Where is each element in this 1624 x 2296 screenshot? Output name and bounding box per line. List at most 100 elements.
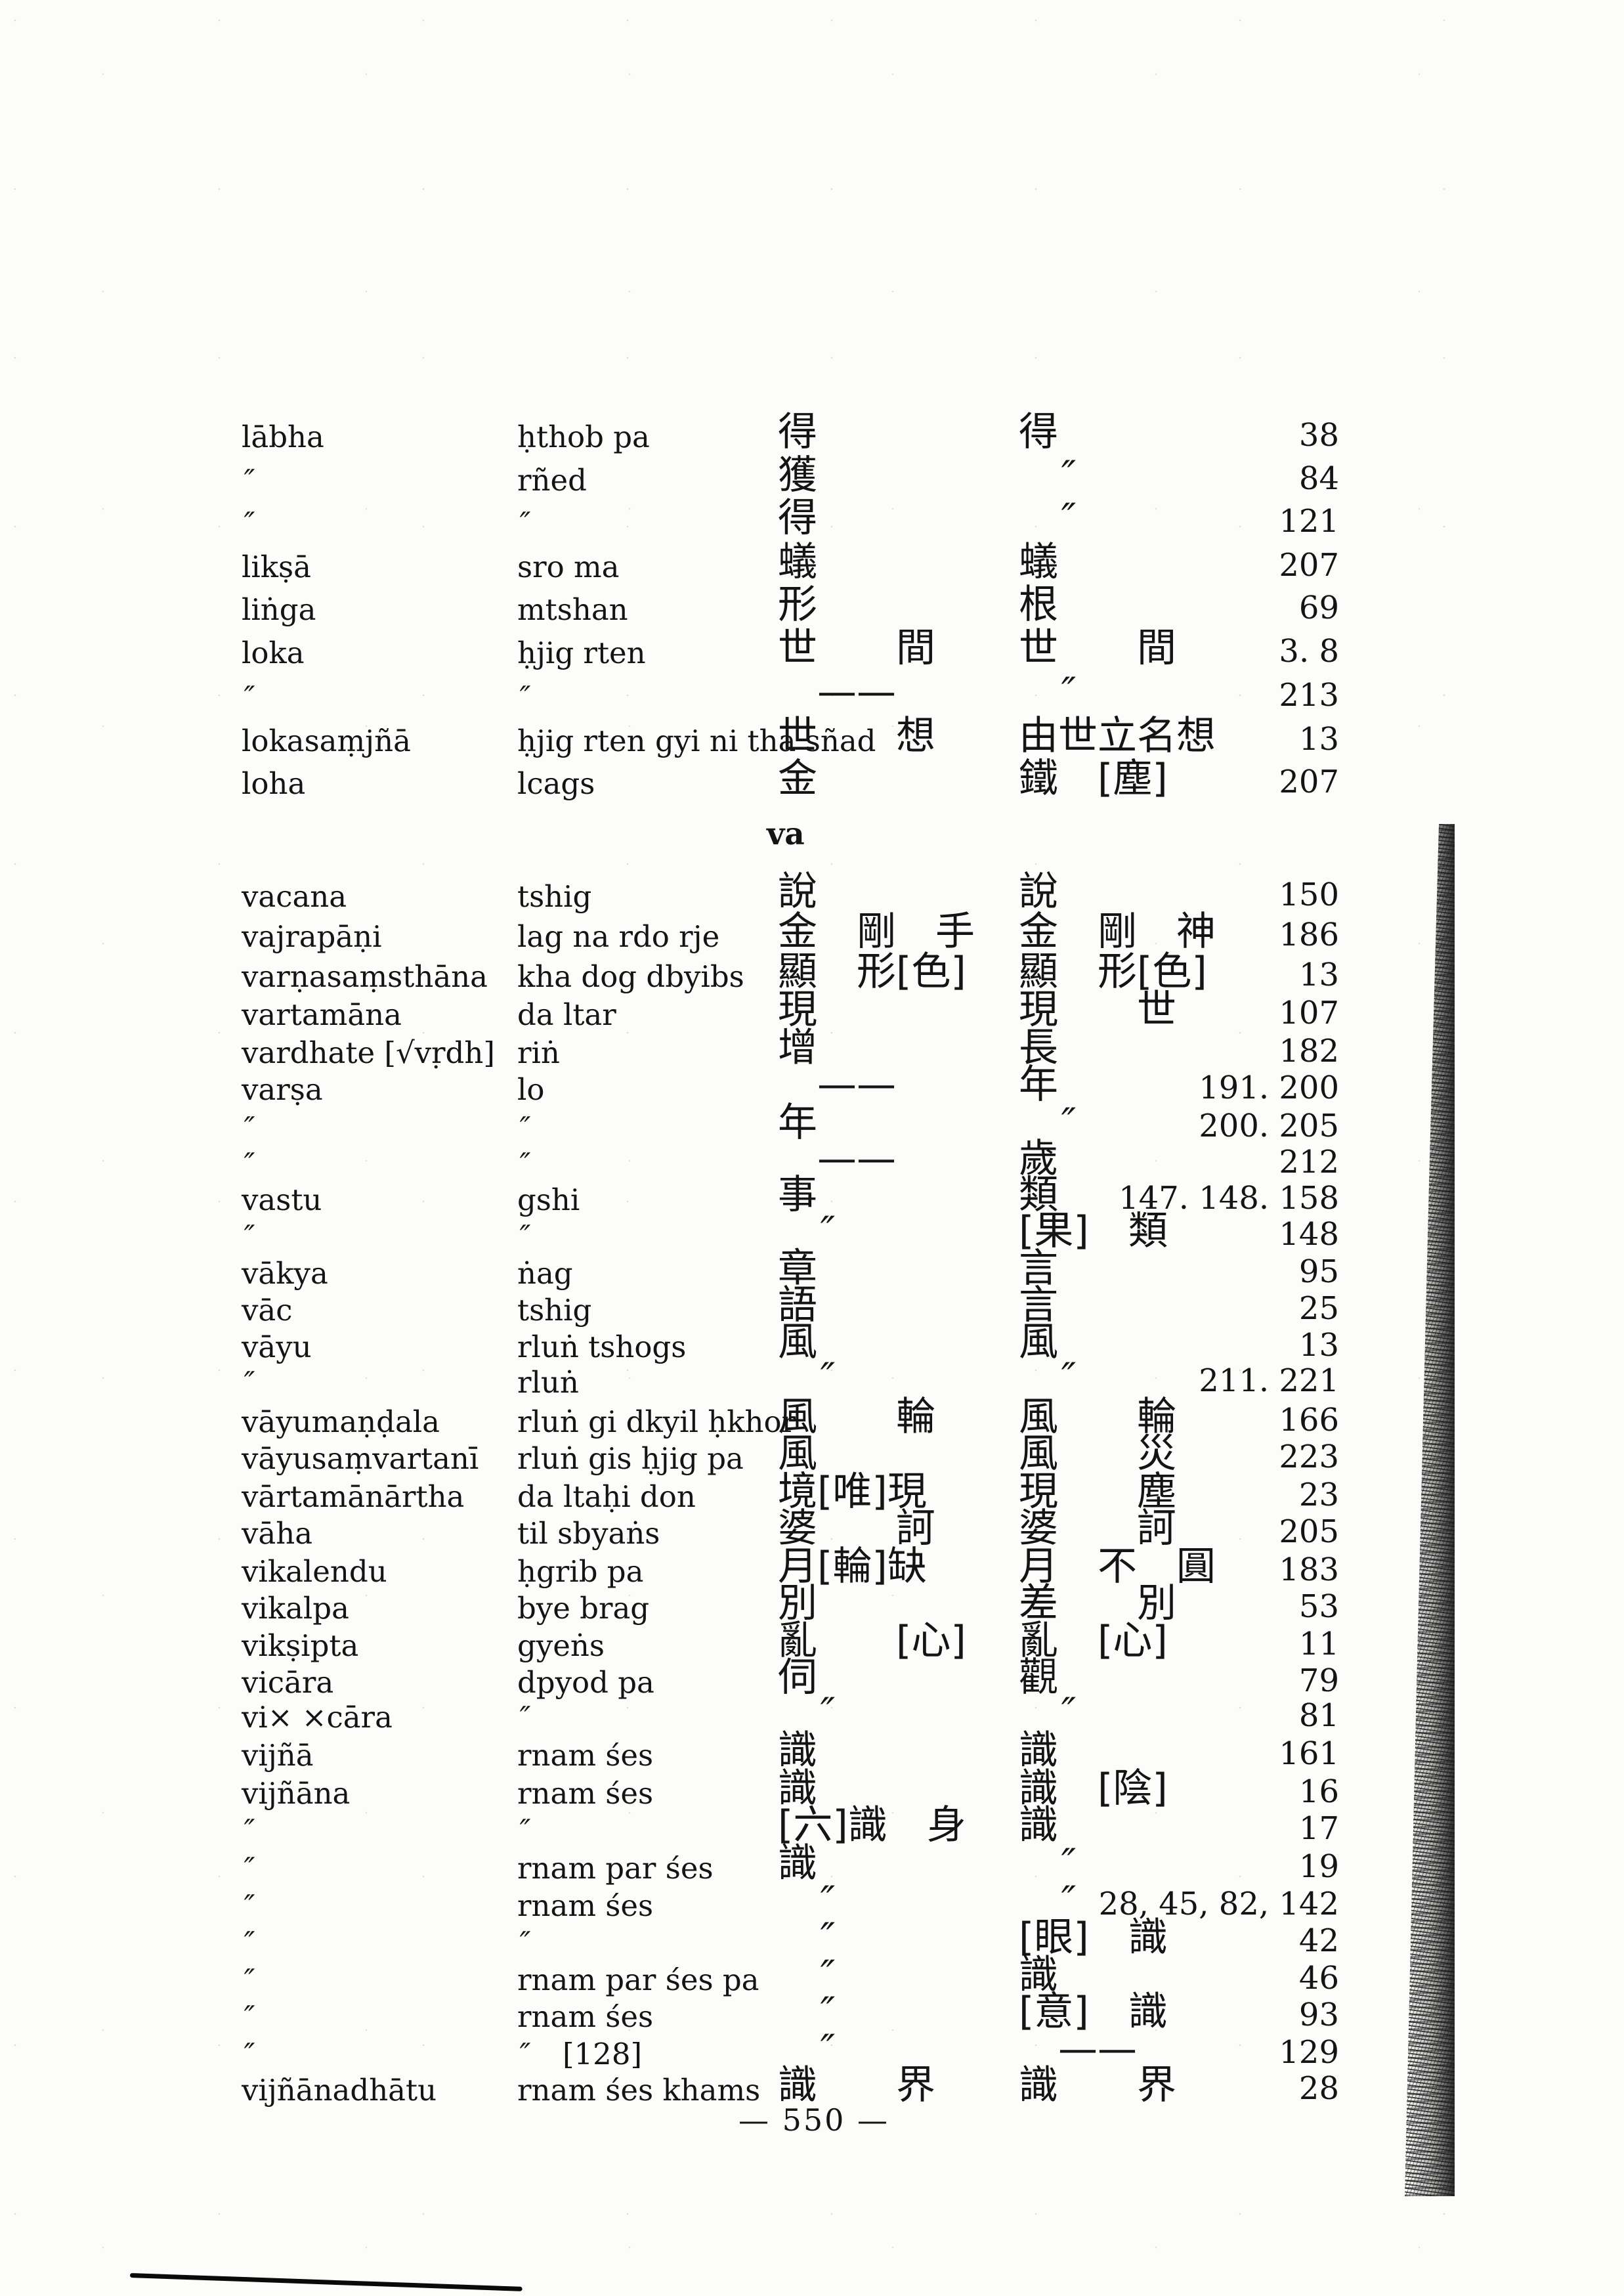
chinese-translation-2: 現塵 — [1019, 1469, 1176, 1515]
table-row: vārtamānārtha da ltaḥi don 境[唯]現 現塵 23 — [0, 1472, 1624, 1527]
tibetan-term: rnam śes — [517, 1888, 654, 1923]
tibetan-term: ḥgrib pa — [517, 1554, 644, 1589]
chinese-translation-1: 增 — [778, 1025, 817, 1071]
chinese-translation-1: 世想 — [778, 713, 935, 759]
table-row: vāyu rluṅ tshogs 風 風 13 — [0, 1322, 1624, 1377]
sanskrit-term: ″ — [244, 1851, 255, 1886]
page-numbers: 205 — [1279, 1513, 1339, 1550]
tibetan-term: ″ — [519, 1146, 531, 1181]
chinese-translation-1: 別 — [778, 1580, 817, 1626]
chinese-translation-2: ″ — [1061, 1840, 1077, 1886]
tibetan-term: bye brag — [517, 1591, 650, 1626]
table-row: ″ rluṅ ″ ″ 211. 221 — [0, 1358, 1624, 1413]
sanskrit-term: lābha — [242, 420, 324, 454]
tibetan-term: gshi — [517, 1182, 580, 1217]
tibetan-term: gyeṅs — [517, 1628, 605, 1663]
sanskrit-term: ″ — [244, 1962, 255, 1997]
sanskrit-term: vāyumaṇḍala — [242, 1404, 440, 1439]
tibetan-term: ḥjig rten — [517, 636, 646, 670]
tibetan-term: rñed — [517, 463, 587, 498]
sanskrit-term: vijñānadhātu — [242, 2073, 437, 2108]
chinese-translation-1: 現 — [778, 987, 817, 1033]
table-row: vijñāna rnam śes 識 識 [陰] 16 — [0, 1769, 1624, 1824]
tibetan-term: ḥjig rten gyi ni tha sñad — [517, 724, 876, 758]
sanskrit-term: liṅga — [242, 592, 316, 627]
chinese-translation-2: 蟻 — [1019, 539, 1058, 585]
chinese-translation-2: 鐵 [塵] — [1019, 756, 1168, 802]
page-numbers: 147. 148. 158 — [1119, 1180, 1339, 1217]
chinese-translation-2: 顯形[色] — [1019, 949, 1207, 995]
chinese-translation-2: 長 — [1019, 1025, 1058, 1071]
page-numbers: 186 — [1279, 917, 1339, 953]
tibetan-term: ″ — [519, 1110, 531, 1145]
page-numbers: 25 — [1298, 1290, 1339, 1327]
chinese-translation-2: 言 — [1019, 1282, 1058, 1328]
chinese-translation-1: —— — [817, 1136, 896, 1182]
chinese-translation-1: 伺 — [778, 1655, 817, 1700]
table-row: ″ rnam śes ″ ″ 28, 45, 82, 142 — [0, 1881, 1624, 1936]
chinese-translation-2: [眼] 識 — [1019, 1915, 1168, 1960]
table-row: ″ ″ ″ [眼] 識 42 — [0, 1918, 1624, 1973]
tibetan-term: ″ — [519, 506, 531, 540]
table-row: vajrapāṇi lag na rdo rje 金剛手 金剛神 186 — [0, 912, 1624, 967]
chinese-translation-1: 蟻 — [778, 539, 817, 585]
chinese-translation-1: 識 — [778, 1727, 817, 1773]
chinese-translation-1: 得 — [778, 409, 817, 455]
page-numbers: 213 — [1279, 677, 1339, 714]
sanskrit-term: ″ — [244, 1365, 255, 1400]
sanskrit-term: vāha — [242, 1516, 313, 1551]
tibetan-term: rnam par śes — [517, 1851, 714, 1886]
chinese-translation-1: ″ — [820, 1952, 836, 1998]
page-numbers: 53 — [1298, 1588, 1339, 1625]
page-numbers: 95 — [1298, 1253, 1339, 1290]
sanskrit-term: vikṣipta — [242, 1628, 359, 1663]
table-row: vāha til sbyaṅs 婆訶 婆訶 205 — [0, 1509, 1624, 1564]
chinese-translation-1: 月[輪]缺 — [778, 1544, 927, 1590]
tibetan-term: sro ma — [517, 550, 620, 584]
chinese-translation-1: 章 — [778, 1245, 817, 1291]
chinese-translation-1: 識界 — [778, 2062, 935, 2108]
tibetan-term: rnam par śes pa — [517, 1962, 759, 1997]
chinese-translation-2: 識 [陰] — [1019, 1765, 1168, 1811]
chinese-translation-1: 識 — [778, 1840, 817, 1886]
sanskrit-term: ″ — [244, 1146, 255, 1181]
sanskrit-term: vastu — [242, 1182, 322, 1217]
page-numbers: 200. 205 — [1199, 1108, 1339, 1144]
table-row: lābha ḥthob pa 得 得 38 — [0, 412, 1624, 467]
sanskrit-term: ″ — [244, 1813, 255, 1848]
tibetan-term: rnam śes — [517, 1738, 654, 1773]
table-row: loka ḥjig rten 世間 世間 3. 8 — [0, 628, 1624, 683]
chinese-translation-2: 風 — [1019, 1319, 1058, 1365]
tibetan-term: ″ — [519, 1925, 531, 1960]
chinese-translation-2: 識 — [1019, 1952, 1058, 1998]
chinese-translation-1: —— — [817, 669, 896, 715]
sanskrit-term: vacana — [242, 879, 347, 914]
sanskrit-term: vajrapāṇi — [242, 919, 382, 954]
chinese-translation-2: 歲 — [1019, 1136, 1058, 1182]
page-numbers: 148 — [1279, 1216, 1339, 1253]
tibetan-term: til sbyaṅs — [517, 1516, 660, 1551]
tibetan-term: ″ — [519, 1813, 531, 1848]
chinese-translation-1: 風 — [778, 1431, 817, 1477]
chinese-translation-2: 亂 [心] — [1019, 1618, 1168, 1664]
sanskrit-term: vi× ×cāra — [242, 1700, 393, 1735]
chinese-translation-2: 類 — [1019, 1172, 1058, 1218]
chinese-translation-1: 風 — [778, 1319, 817, 1365]
page-numbers: 166 — [1279, 1402, 1339, 1439]
chinese-translation-1: 識 — [778, 1765, 817, 1811]
tibetan-term: da ltaḥi don — [517, 1479, 696, 1514]
page-numbers: 93 — [1298, 1997, 1339, 2033]
sanskrit-term: ″ — [244, 1219, 255, 1253]
chinese-translation-1: 境[唯]現 — [778, 1469, 927, 1515]
tibetan-term: ″ [128] — [519, 2037, 643, 2071]
chinese-translation-1: ″ — [820, 1354, 836, 1400]
chinese-translation-2: ″ — [1061, 1100, 1077, 1146]
table-row: vikalendu ḥgrib pa 月[輪]缺 月不圓 183 — [0, 1547, 1624, 1602]
tibetan-term: ″ — [519, 680, 531, 714]
sanskrit-term: ″ — [244, 1110, 255, 1145]
page-numbers: 19 — [1298, 1848, 1339, 1885]
page-numbers: 16 — [1298, 1773, 1339, 1810]
page-number: — 550 — — [738, 2102, 890, 2138]
